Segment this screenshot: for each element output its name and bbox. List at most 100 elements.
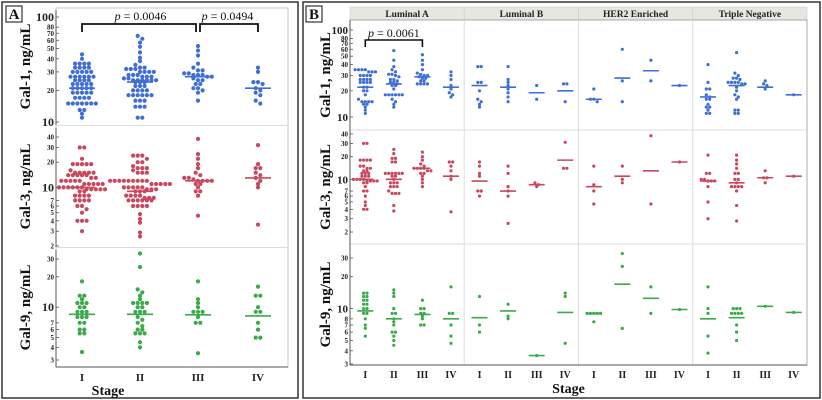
data-point — [258, 101, 263, 106]
x-tick-label: III — [192, 372, 205, 384]
data-point — [395, 79, 399, 83]
data-point — [140, 153, 145, 158]
data-point — [135, 88, 140, 93]
data-point — [137, 220, 143, 225]
data-point — [255, 65, 261, 70]
data-point — [358, 80, 362, 84]
data-point — [706, 351, 710, 355]
data-point — [706, 80, 710, 84]
data-point — [200, 309, 205, 314]
data-point — [128, 66, 133, 72]
data-point — [365, 302, 369, 306]
data-point — [260, 81, 265, 87]
dot-group — [56, 136, 271, 239]
data-point — [142, 331, 147, 336]
data-point — [387, 189, 391, 193]
data-point — [140, 93, 145, 98]
data-point — [365, 73, 369, 78]
data-point — [708, 87, 712, 91]
data-point — [258, 93, 263, 98]
data-point — [706, 285, 710, 289]
data-point — [186, 175, 191, 180]
x-tick-label: IV — [674, 370, 686, 381]
x-tick-label: I — [363, 370, 367, 381]
y-axis-label: Gal-9, ng/mL — [318, 262, 334, 348]
data-point — [736, 111, 740, 115]
data-point — [740, 82, 744, 86]
data-point — [477, 102, 482, 106]
data-point — [592, 320, 596, 324]
data-point — [706, 217, 710, 221]
data-point — [620, 47, 624, 51]
data-point — [73, 198, 78, 203]
data-point — [195, 68, 201, 73]
data-point — [360, 68, 364, 72]
data-point — [704, 97, 708, 101]
data-point — [699, 177, 703, 181]
data-point — [84, 101, 89, 106]
data-point — [360, 100, 364, 104]
data-point — [706, 200, 710, 204]
data-point — [79, 162, 85, 167]
p-value-label: p = 0.0046 — [114, 9, 167, 23]
data-point — [137, 340, 143, 345]
data-point — [82, 78, 87, 83]
y-tick-label: 4 — [345, 347, 349, 355]
data-point — [137, 212, 143, 217]
data-point — [506, 91, 510, 95]
data-point — [363, 108, 367, 112]
data-point — [253, 309, 258, 314]
data-point — [735, 219, 739, 223]
data-point — [77, 78, 82, 83]
data-point — [419, 162, 423, 166]
data-point — [393, 330, 398, 334]
data-point — [425, 169, 430, 173]
y-tick-label: 30 — [341, 140, 349, 148]
p-symbol: p — [114, 9, 121, 23]
data-point — [733, 185, 737, 189]
data-point — [392, 181, 396, 185]
data-point — [765, 83, 769, 88]
y-tick-label: 50 — [47, 45, 55, 53]
data-point — [59, 178, 64, 183]
data-point — [363, 100, 367, 104]
data-point — [86, 65, 91, 70]
data-point — [149, 74, 154, 79]
data-point — [86, 193, 91, 198]
data-point — [535, 97, 539, 101]
data-point — [195, 61, 201, 66]
data-point — [736, 311, 740, 315]
data-point — [733, 71, 737, 75]
data-point — [198, 181, 203, 187]
data-point — [393, 174, 398, 178]
data-point — [365, 311, 369, 315]
data-point — [735, 51, 739, 55]
data-point — [77, 61, 82, 66]
y-tick-label: 80 — [341, 35, 349, 43]
data-point — [128, 193, 133, 198]
data-point — [735, 153, 739, 157]
data-point — [147, 69, 152, 74]
significance-bracket: p = 0.0046 — [81, 9, 197, 32]
data-point — [390, 171, 394, 175]
data-point — [708, 171, 712, 175]
data-point — [195, 162, 201, 167]
data-point — [84, 207, 89, 212]
data-point — [77, 178, 82, 183]
data-point — [704, 171, 708, 175]
x-tick-label: II — [504, 370, 512, 381]
data-point — [195, 48, 201, 53]
data-point — [137, 55, 143, 60]
data-point — [449, 87, 453, 91]
y-tick-label: 5 — [345, 199, 349, 207]
data-point — [77, 320, 82, 325]
data-point — [449, 83, 453, 88]
data-point — [649, 311, 653, 315]
data-point — [449, 177, 453, 181]
significance-bracket: p = 0.0061 — [364, 26, 424, 47]
y-tick-label: 10 — [337, 112, 349, 124]
data-point — [126, 198, 131, 203]
data-point — [393, 311, 398, 315]
data-point — [733, 311, 737, 315]
data-point — [79, 69, 85, 74]
